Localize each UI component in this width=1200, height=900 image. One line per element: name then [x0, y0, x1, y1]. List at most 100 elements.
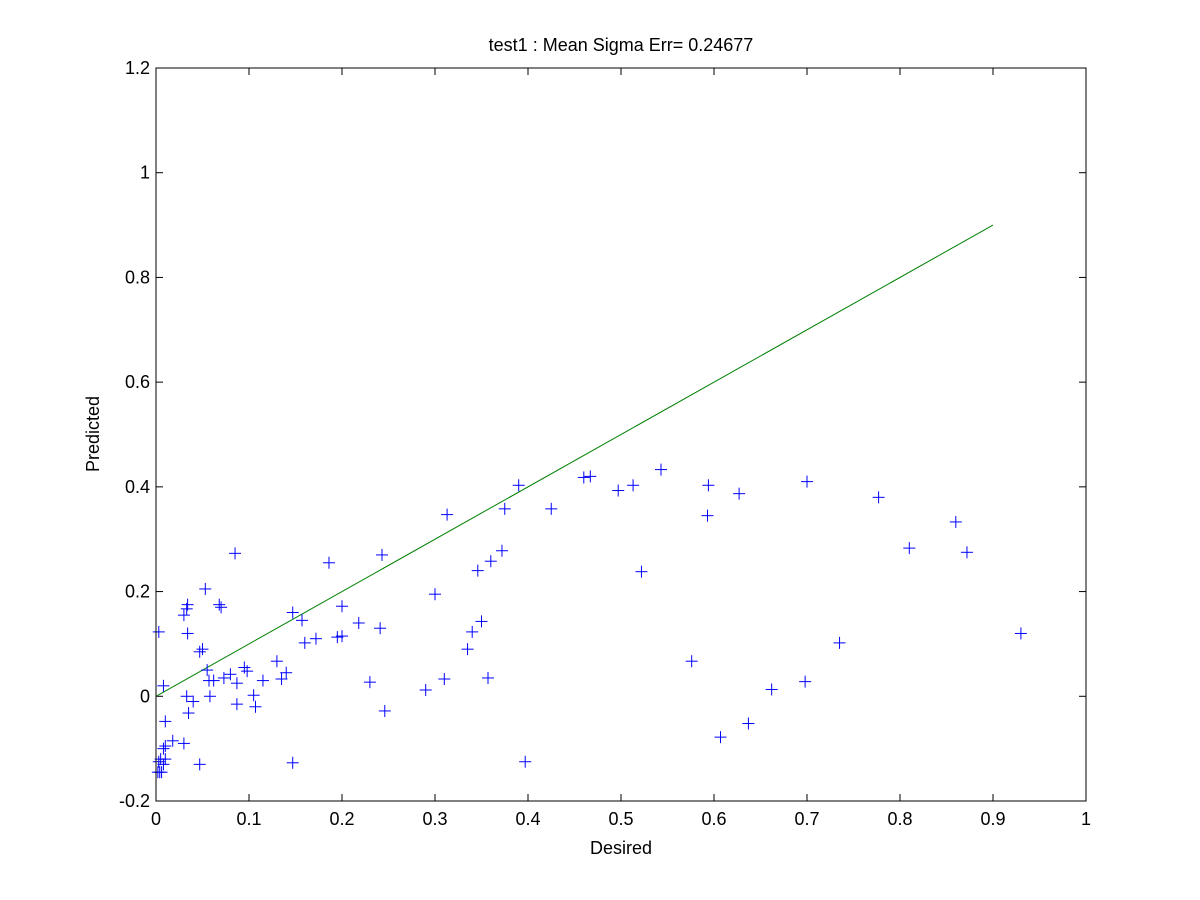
data-point	[159, 740, 172, 753]
data-point	[765, 683, 778, 696]
x-tick-label: 1	[1081, 809, 1091, 829]
data-point	[224, 668, 237, 681]
data-point	[378, 704, 391, 717]
x-tick-label: 0.1	[236, 809, 261, 829]
data-point	[336, 630, 348, 643]
x-axis-label: Desired	[590, 838, 652, 858]
x-tick-label: 0.7	[794, 809, 819, 829]
data-point	[733, 487, 746, 500]
reference-line	[155, 224, 994, 697]
data-point	[584, 470, 597, 483]
data-point	[270, 655, 283, 668]
data-point	[249, 700, 262, 713]
data-point	[152, 625, 165, 638]
data-point	[519, 755, 532, 768]
data-point	[466, 625, 479, 638]
reference-line-layer	[155, 224, 994, 697]
data-point	[166, 734, 179, 747]
data-point	[217, 671, 230, 684]
data-point	[177, 737, 190, 750]
data-point	[960, 546, 973, 559]
data-point	[471, 564, 484, 577]
y-tick-label: 0.4	[125, 477, 150, 497]
data-point	[159, 715, 172, 728]
y-tick-label: 1	[140, 163, 150, 183]
data-point	[230, 677, 243, 690]
data-point	[322, 556, 335, 569]
data-point	[157, 742, 170, 755]
x-tick-label: 0.9	[980, 809, 1005, 829]
data-point	[498, 502, 511, 515]
data-point	[375, 548, 388, 561]
x-tick-label: 0	[151, 809, 161, 829]
data-point	[247, 689, 260, 702]
data-point	[157, 758, 170, 771]
data-point	[286, 756, 299, 769]
data-point	[654, 463, 667, 476]
data-point	[419, 684, 432, 697]
axis-ticks	[155, 67, 1087, 802]
y-axis-label: Predicted	[83, 396, 103, 472]
x-tick-label: 0.8	[887, 809, 912, 829]
data-point	[545, 502, 558, 515]
data-point	[213, 598, 226, 611]
x-tick-label: 0.2	[329, 809, 354, 829]
data-point	[159, 753, 172, 766]
data-point	[193, 758, 206, 771]
data-point	[801, 475, 813, 488]
data-point	[203, 690, 216, 703]
data-point	[256, 674, 269, 687]
data-point	[182, 707, 195, 720]
data-point	[903, 542, 916, 555]
data-point	[207, 674, 220, 687]
data-point	[702, 479, 715, 492]
y-tick-label: 0	[140, 686, 150, 706]
data-point	[949, 515, 962, 528]
data-point	[701, 509, 714, 522]
y-tick-label: 0.2	[125, 582, 150, 602]
data-point	[201, 664, 214, 677]
data-point	[461, 643, 474, 656]
x-tick-label: 0.4	[515, 809, 540, 829]
data-point	[196, 643, 209, 656]
data-point	[495, 544, 508, 557]
data-point	[482, 671, 495, 684]
x-tick-label: 0.6	[701, 809, 726, 829]
data-point	[799, 675, 812, 688]
data-point	[309, 632, 322, 645]
data-point	[187, 695, 200, 708]
data-point	[331, 631, 344, 644]
data-point	[280, 666, 293, 679]
data-point	[181, 598, 194, 611]
data-point	[635, 565, 648, 578]
data-points-layer	[151, 463, 1027, 779]
data-point	[181, 627, 194, 640]
data-point	[336, 600, 348, 613]
data-point	[241, 665, 254, 678]
data-point	[714, 731, 727, 744]
data-point	[152, 755, 165, 768]
data-point	[275, 673, 288, 686]
axis-tick-labels: 0 0.1 0.2 0.3 0.4 0.5 0.6 0.7 0.8 0.9 1-0.200.20.4…	[119, 58, 1091, 829]
y-tick-label: 0.6	[125, 372, 150, 392]
plot-frame	[155, 67, 1087, 802]
x-tick-label: 0.5	[608, 809, 633, 829]
data-point	[872, 491, 885, 504]
data-point	[441, 508, 454, 521]
data-point	[215, 601, 228, 614]
y-tick-label: 0.8	[125, 267, 150, 287]
y-tick-label: -0.2	[119, 791, 150, 811]
x-tick-label: 0.3	[422, 809, 447, 829]
chart-title: test1 : Mean Sigma Err= 0.24677	[489, 35, 754, 55]
data-point	[484, 555, 497, 568]
data-point	[1014, 627, 1027, 640]
data-point	[438, 673, 451, 686]
data-point	[157, 679, 170, 692]
data-point	[296, 614, 309, 627]
data-point	[512, 479, 525, 492]
data-point	[475, 615, 488, 628]
data-point	[352, 616, 365, 629]
data-point	[180, 690, 193, 703]
data-point	[363, 676, 376, 689]
